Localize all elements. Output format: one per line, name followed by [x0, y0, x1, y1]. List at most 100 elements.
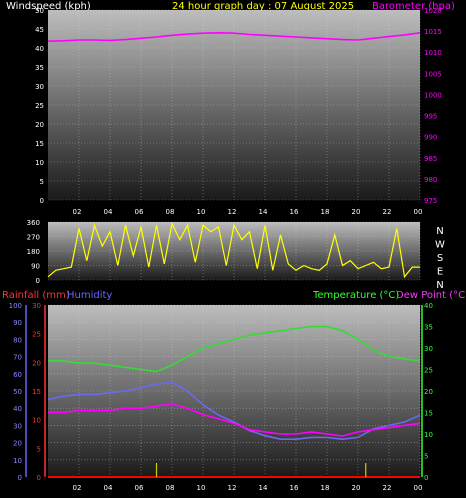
temperature-ticks: 0 5 10 15 20 25 30 35 40: [424, 302, 433, 482]
humidity-tick-label: 20: [13, 440, 22, 448]
barometer-tick-label: 1005: [424, 70, 442, 78]
compass-label: W: [435, 240, 445, 251]
windspeed-axis-title: Windspeed (kph): [6, 1, 91, 12]
bottom-series: [25, 305, 423, 478]
rainfall-tick-label: 30: [32, 302, 41, 310]
x-tick-label: 16: [290, 484, 299, 492]
direction-tick-label: 360: [27, 219, 40, 227]
x-tick-label: 08: [166, 208, 175, 216]
x-tick-label: 06: [135, 208, 144, 216]
compass-label: E: [437, 267, 443, 278]
x-tick-label: 04: [104, 208, 113, 216]
windspeed-tick-label: 15: [35, 140, 44, 148]
x-tick-label: 10: [197, 484, 206, 492]
humidity-tick-label: 50: [13, 388, 22, 396]
compass-label: N: [436, 226, 443, 237]
top-series: [47, 31, 421, 42]
rainfall-tick-label: 0: [37, 474, 41, 482]
temperature-tick-label: 0: [424, 474, 428, 482]
rainfall-tick-label: 15: [32, 388, 41, 396]
humidity-tick-label: 60: [13, 371, 22, 379]
temperature-axis-title: Temperature (°C): [312, 290, 399, 301]
x-tick-label: 20: [352, 208, 361, 216]
humidity-tick-label: 10: [13, 457, 22, 465]
windspeed-tick-label: 50: [35, 7, 44, 15]
bottom-x-tick-labels: 02 04 06 08 10 12 14 16 18 20 22 00: [73, 484, 423, 492]
temperature-tick-label: 15: [424, 410, 433, 418]
temperature-tick-label: 35: [424, 324, 433, 332]
x-tick-label: 00: [414, 208, 423, 216]
windspeed-tick-label: 25: [35, 102, 44, 110]
windspeed-tick-label: 35: [35, 64, 44, 72]
rainfall-ticks: 0 5 10 15 20 25 30: [32, 302, 41, 482]
humidity-tick-label: 90: [13, 319, 22, 327]
windspeed-tick-label: 30: [35, 83, 44, 91]
humidity-tick-label: 40: [13, 405, 22, 413]
x-tick-label: 02: [73, 484, 82, 492]
barometer-tick-label: 975: [424, 197, 437, 205]
barometer-tick-label: 980: [424, 176, 437, 184]
direction-ticks: 0 90 180 270 360: [27, 219, 40, 285]
top-x-tick-labels: 02 04 06 08 10 12 14 16 18 20 22 00: [73, 208, 423, 216]
x-tick-label: 20: [352, 484, 361, 492]
barometer-tick-label: 995: [424, 113, 437, 121]
x-tick-label: 02: [73, 208, 82, 216]
barometer-tick-label: 1000: [424, 91, 442, 99]
x-tick-label: 22: [383, 484, 392, 492]
direction-tick-label: 270: [27, 234, 40, 242]
direction-panel-grid: [48, 221, 421, 281]
barometer-tick-label: 1020: [424, 7, 442, 15]
windspeed-tick-label: 45: [35, 26, 44, 34]
barometer-ticks: 975 980 985 990 995 1000 1005 1010 1015 1020: [424, 7, 442, 205]
direction-tick-label: 0: [36, 277, 40, 285]
x-tick-label: 04: [104, 484, 113, 492]
wind-direction-line: [47, 221, 420, 279]
windspeed-tick-label: 0: [40, 197, 44, 205]
rainfall-tick-label: 5: [37, 445, 41, 453]
compass-label: S: [437, 253, 443, 264]
x-tick-label: 22: [383, 208, 392, 216]
x-tick-label: 14: [259, 208, 268, 216]
temperature-tick-label: 25: [424, 367, 433, 375]
rainfall-tick-label: 10: [32, 417, 41, 425]
graph-title: 24 hour graph day : 07 August 2025: [172, 1, 354, 12]
x-tick-label: 16: [290, 208, 299, 216]
x-tick-label: 08: [166, 484, 175, 492]
humidity-tick-label: 70: [13, 354, 22, 362]
direction-tick-label: 90: [31, 263, 40, 271]
barometer-tick-label: 990: [424, 134, 437, 142]
x-tick-label: 18: [321, 484, 330, 492]
temperature-tick-label: 40: [424, 302, 433, 310]
rainfall-axis-title: Rainfall (mm): [2, 290, 70, 301]
humidity-tick-label: 30: [13, 422, 22, 430]
x-tick-label: 06: [135, 484, 144, 492]
x-tick-label: 12: [228, 208, 237, 216]
temperature-tick-label: 10: [424, 431, 433, 439]
humidity-tick-label: 80: [13, 336, 22, 344]
barometer-tick-label: 1015: [424, 28, 442, 36]
x-tick-label: 10: [197, 208, 206, 216]
top-panel-grid: [48, 9, 421, 201]
windspeed-tick-label: 40: [35, 45, 44, 53]
temperature-tick-label: 30: [424, 345, 433, 353]
rainfall-tick-label: 20: [32, 359, 41, 367]
humidity-ticks: 0 10 20 30 40 50 60 70 80 90 100: [9, 302, 22, 482]
x-tick-label: 12: [228, 484, 237, 492]
compass-label: N: [436, 280, 443, 291]
windspeed-ticks: 0 5 10 15 20 25 30 35 40 45 50: [35, 7, 44, 205]
temperature-tick-label: 5: [424, 453, 428, 461]
windspeed-tick-label: 5: [40, 178, 44, 186]
humidity-tick-label: 100: [9, 302, 22, 310]
barometer-axis-title: Barometer (hpa): [372, 1, 455, 12]
x-tick-label: 00: [414, 484, 423, 492]
barometer-line: [47, 31, 421, 42]
dewpoint-axis-title: Dew Point (°C): [396, 290, 466, 301]
temperature-line: [48, 325, 421, 373]
x-tick-label: 18: [321, 208, 330, 216]
humidity-axis-title: Humidity: [67, 290, 112, 301]
humidity-tick-label: 0: [18, 474, 22, 482]
dewpoint-line: [48, 403, 421, 437]
humidity-line: [47, 381, 421, 441]
